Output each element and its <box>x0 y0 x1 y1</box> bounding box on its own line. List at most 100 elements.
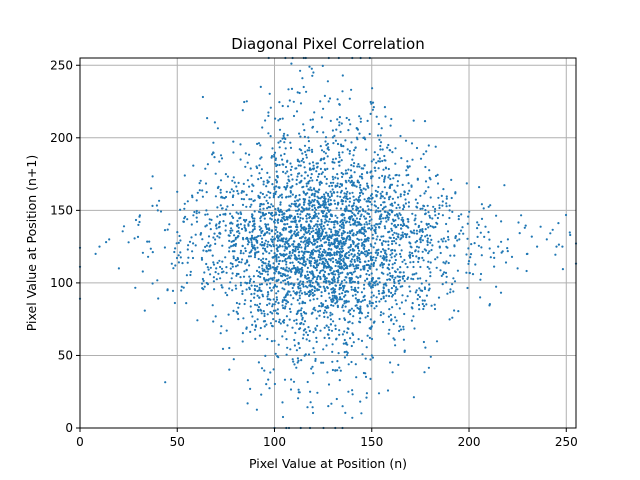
data-point <box>281 300 284 303</box>
data-point <box>246 379 249 382</box>
data-point <box>306 270 309 273</box>
data-point <box>284 247 287 250</box>
data-point <box>375 300 378 303</box>
data-point <box>342 309 345 312</box>
data-point <box>370 280 373 283</box>
data-point <box>366 182 369 185</box>
data-point <box>191 256 195 260</box>
data-point <box>298 302 301 305</box>
data-point <box>214 242 217 245</box>
data-point <box>396 196 400 199</box>
data-point <box>407 182 410 185</box>
data-point <box>340 251 343 254</box>
data-point <box>283 307 286 310</box>
data-point <box>296 266 299 269</box>
data-point <box>313 261 316 265</box>
data-point <box>337 273 340 276</box>
data-point <box>523 226 526 229</box>
data-point <box>266 207 269 210</box>
data-point <box>367 196 370 199</box>
data-point <box>315 179 319 182</box>
data-point <box>387 216 390 219</box>
data-point <box>347 251 350 254</box>
data-point <box>340 200 343 203</box>
data-point <box>322 311 325 314</box>
data-point <box>450 178 453 181</box>
data-point <box>348 97 351 100</box>
data-point <box>274 157 277 160</box>
data-point <box>356 138 359 141</box>
data-point <box>394 174 397 177</box>
data-point <box>286 159 289 162</box>
data-point <box>331 313 334 316</box>
data-point <box>250 243 254 246</box>
data-point <box>233 181 236 184</box>
data-point <box>421 228 424 231</box>
data-point <box>287 281 290 284</box>
data-point <box>315 215 319 218</box>
data-point <box>309 251 312 254</box>
data-point <box>347 311 350 314</box>
data-point <box>260 309 263 312</box>
data-point <box>312 298 315 301</box>
data-point <box>304 276 307 279</box>
data-point <box>277 196 280 199</box>
data-point <box>372 294 375 297</box>
data-point <box>276 308 279 311</box>
data-point <box>281 196 284 199</box>
data-point <box>234 238 237 241</box>
data-point <box>181 262 184 265</box>
data-point <box>317 249 320 252</box>
data-point <box>275 170 278 173</box>
data-point <box>410 185 413 188</box>
data-point <box>229 212 232 215</box>
data-point <box>253 320 256 323</box>
data-point <box>253 210 256 213</box>
data-point <box>322 285 325 288</box>
data-point <box>314 357 317 361</box>
data-point <box>399 134 402 138</box>
data-point <box>373 151 376 154</box>
data-point <box>336 369 339 372</box>
data-point <box>313 188 316 191</box>
data-point <box>381 148 384 151</box>
data-point <box>360 213 363 216</box>
data-point <box>220 195 223 198</box>
data-point <box>397 217 400 220</box>
data-point <box>419 207 422 210</box>
data-point <box>434 145 437 148</box>
data-point <box>293 283 296 286</box>
data-point <box>323 221 326 224</box>
data-point <box>298 91 301 95</box>
data-point <box>310 148 314 151</box>
data-point <box>313 242 317 245</box>
data-point <box>389 177 392 181</box>
data-point <box>402 219 405 222</box>
data-point <box>311 270 314 274</box>
data-point <box>187 244 190 247</box>
data-point <box>421 289 424 292</box>
data-point <box>319 205 322 209</box>
data-point <box>320 172 323 175</box>
data-point <box>311 281 314 284</box>
data-point <box>318 231 321 234</box>
data-point <box>201 189 204 192</box>
data-point <box>138 220 141 224</box>
data-point <box>387 288 390 291</box>
data-point <box>307 326 310 329</box>
data-point <box>289 229 292 232</box>
data-point <box>326 223 329 226</box>
data-point <box>324 218 327 221</box>
data-point <box>368 284 371 287</box>
data-point <box>394 147 397 150</box>
data-point <box>357 163 360 166</box>
data-point <box>311 291 314 295</box>
data-point <box>336 98 339 101</box>
data-point <box>338 185 341 189</box>
data-point <box>244 262 247 265</box>
data-point <box>258 266 261 269</box>
data-point <box>205 191 208 194</box>
data-point <box>291 185 294 188</box>
data-point <box>218 160 221 163</box>
